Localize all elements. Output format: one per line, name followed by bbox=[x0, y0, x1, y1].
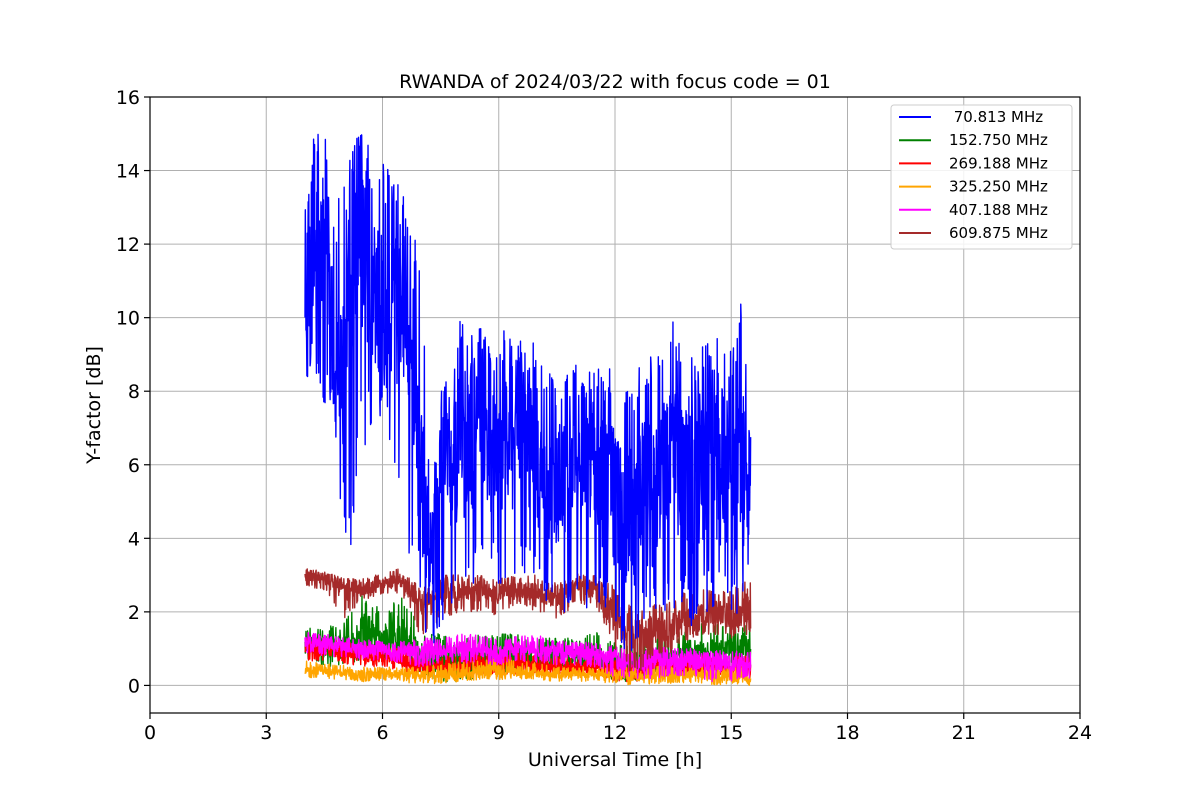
x-tick-label: 12 bbox=[603, 722, 627, 744]
legend-label: 70.813 MHz bbox=[949, 108, 1043, 126]
x-axis-label: Universal Time [h] bbox=[528, 749, 702, 771]
y-tick-label: 10 bbox=[116, 308, 140, 330]
series-line-0 bbox=[304, 133, 752, 651]
y-tick-label: 16 bbox=[116, 87, 140, 109]
x-axis: 0 3 6 9 12 15 18 21 24 bbox=[144, 713, 1092, 744]
y-axis: 0 2 4 6 8 10 12 14 16 bbox=[116, 87, 150, 697]
legend-label: 407.188 MHz bbox=[949, 201, 1048, 219]
y-tick-label: 14 bbox=[116, 161, 140, 183]
x-tick-label: 24 bbox=[1068, 722, 1092, 744]
plot-area bbox=[304, 133, 752, 686]
y-tick-label: 8 bbox=[128, 381, 140, 403]
legend-label: 152.750 MHz bbox=[949, 131, 1048, 149]
x-tick-label: 18 bbox=[835, 722, 859, 744]
legend-label: 609.875 MHz bbox=[949, 224, 1048, 242]
y-tick-label: 6 bbox=[128, 455, 140, 477]
legend: 70.813 MHz 152.750 MHz 269.188 MHz 325.250 … bbox=[890, 104, 1073, 250]
series-line-5 bbox=[304, 568, 752, 672]
legend-box bbox=[890, 104, 1073, 250]
y-tick-label: 4 bbox=[128, 528, 140, 550]
series-line-3 bbox=[304, 658, 752, 686]
y-tick-label: 12 bbox=[116, 234, 140, 256]
y-tick-label: 0 bbox=[128, 675, 140, 697]
x-tick-label: 21 bbox=[952, 722, 976, 744]
x-tick-label: 15 bbox=[719, 722, 743, 744]
y-tick-label: 2 bbox=[128, 602, 140, 624]
x-tick-label: 6 bbox=[376, 722, 388, 744]
y-axis-label: Y-factor [dB] bbox=[83, 346, 105, 465]
legend-label: 325.250 MHz bbox=[949, 178, 1048, 196]
x-tick-label: 9 bbox=[493, 722, 505, 744]
x-tick-label: 0 bbox=[144, 722, 156, 744]
legend-label: 269.188 MHz bbox=[949, 154, 1048, 172]
series-line-4 bbox=[304, 631, 752, 683]
chart-title: RWANDA of 2024/03/22 with focus code = 0… bbox=[399, 71, 831, 93]
x-tick-label: 3 bbox=[260, 722, 272, 744]
